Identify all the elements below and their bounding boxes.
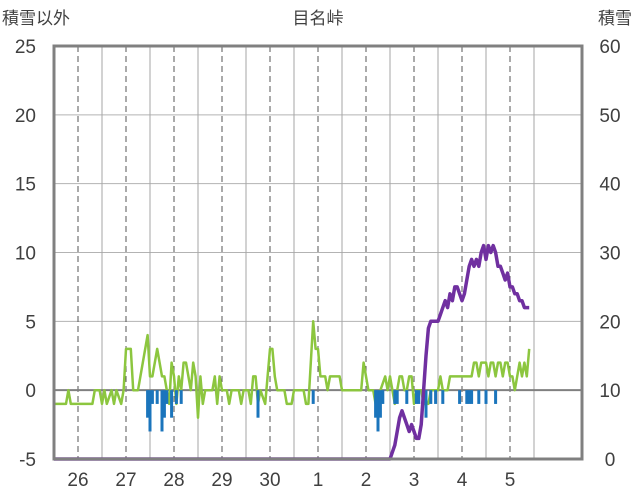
x-tick-label-6: 2 (361, 470, 372, 491)
y-left-tick-label-3: 10 (15, 244, 36, 265)
precipitation-bar-5 (162, 390, 166, 418)
precipitation-bar-31 (494, 390, 498, 404)
y-left-tick-label-1: 0 (25, 381, 36, 402)
y-axis-right-label: 積雪 (598, 9, 632, 29)
precipitation-bar-1 (148, 390, 152, 432)
precipitation-bar-25 (458, 390, 462, 404)
temperature-line (54, 320, 531, 419)
precipitation-bar-10 (256, 390, 260, 418)
y-left-tick-label-6: 25 (15, 37, 36, 58)
precipitation-bar-3 (155, 390, 159, 404)
precipitation-bar-27 (467, 390, 471, 404)
chart-title: 目名峠 (293, 9, 344, 29)
x-tick-label-7: 3 (409, 470, 420, 491)
precipitation-bar-20 (417, 390, 421, 404)
x-tick-label-3: 29 (211, 470, 232, 491)
precipitation-bar-16 (393, 390, 397, 404)
precipitation-bar-21 (424, 390, 428, 418)
plot-area: -5 0 5 10 15 20 25 0 10 20 30 40 50 60 26 27 28 29 30 1 2 3 4 5 (15, 37, 621, 491)
precipitation-bar-29 (477, 390, 481, 404)
x-tick-label-9: 5 (505, 470, 516, 491)
y-left-tick-label-0: -5 (19, 450, 36, 471)
precipitation-bar-2 (150, 390, 154, 404)
precipitation-bar-26 (465, 390, 469, 404)
x-tick-label-1: 27 (115, 470, 136, 491)
precipitation-bar-0 (146, 390, 150, 418)
x-tick-label-5: 1 (313, 470, 324, 491)
x-tick-label-4: 30 (259, 470, 280, 491)
precipitation-bar-30 (484, 390, 488, 404)
y-right-tick-label-1: 10 (599, 381, 620, 402)
plot-frame (52, 44, 584, 461)
x-tick-label-8: 4 (457, 470, 468, 491)
precipitation-bar-8 (174, 390, 178, 404)
precipitation-bar-28 (470, 390, 474, 404)
precipitation-bar-13 (376, 390, 380, 432)
precipitation-bar-15 (381, 390, 385, 404)
precipitation-bar-24 (441, 390, 445, 404)
y-right-tick-label-4: 40 (599, 175, 620, 196)
x-tick-label-0: 26 (67, 470, 88, 491)
y-right-tick-label-5: 50 (599, 106, 620, 127)
precipitation-bar-18 (405, 390, 409, 404)
precipitation-bar-9 (179, 390, 183, 404)
y-axis-left-label: 積雪以外 (2, 9, 70, 29)
precipitation-bar-22 (429, 390, 433, 404)
y-left-tick-label-4: 15 (15, 175, 36, 196)
x-tick-label-2: 28 (163, 470, 184, 491)
snow-depth-line (54, 243, 530, 461)
precipitation-bar-11 (311, 390, 315, 404)
precipitation-bar-7 (170, 390, 174, 418)
precipitation-bar-14 (378, 390, 382, 418)
precipitation-bar-19 (414, 390, 418, 404)
precipitation-bar-17 (395, 390, 399, 404)
y-right-tick-label-2: 20 (599, 312, 620, 333)
precipitation-bar-23 (434, 390, 438, 404)
y-left-tick-label-5: 20 (15, 106, 36, 127)
precipitation-bar-12 (374, 390, 378, 418)
y-right-tick-label-3: 30 (599, 244, 620, 265)
y-right-tick-label-6: 60 (599, 37, 620, 58)
y-left-tick-label-2: 5 (25, 312, 36, 333)
y-right-tick-label-0: 0 (605, 450, 616, 471)
precipitation-bar-4 (160, 390, 164, 432)
precipitation-bar-6 (165, 390, 169, 404)
